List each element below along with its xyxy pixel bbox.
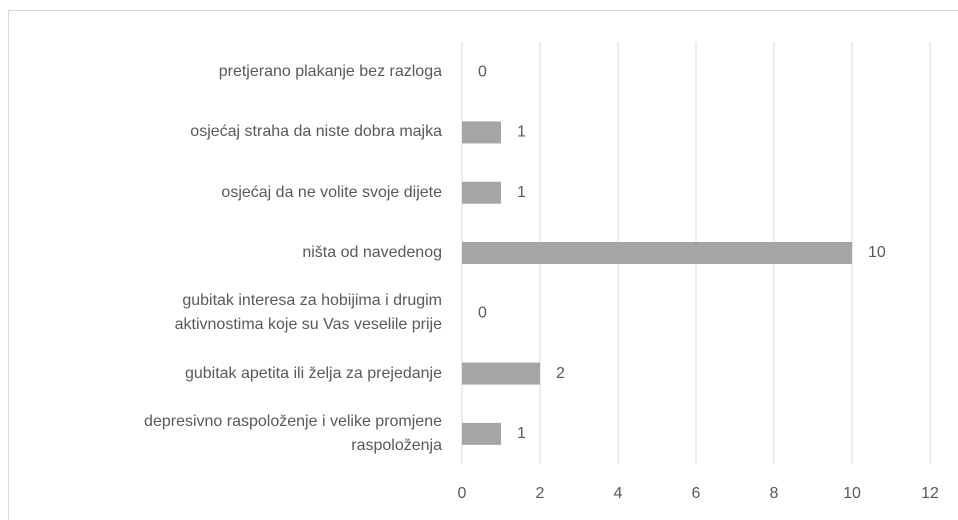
value-label: 1 bbox=[517, 184, 526, 201]
value-label: 2 bbox=[556, 365, 565, 382]
value-label: 0 bbox=[478, 63, 487, 80]
value-label: 0 bbox=[478, 305, 487, 322]
x-tick-label: 4 bbox=[614, 485, 623, 502]
x-tick-label: 10 bbox=[843, 485, 861, 502]
x-tick-label: 0 bbox=[458, 485, 467, 502]
y-tick-label: ništa od navedenog bbox=[302, 244, 442, 261]
y-tick-label: osjećaj straha da niste dobra majka bbox=[190, 123, 442, 141]
x-tick-label: 6 bbox=[692, 485, 701, 502]
chart-border bbox=[8, 10, 958, 520]
bar bbox=[462, 422, 501, 445]
y-tick-label: gubitak apetita ili želja za prejedanje bbox=[184, 364, 442, 382]
value-label: 1 bbox=[517, 124, 526, 141]
x-tick-label: 8 bbox=[770, 485, 779, 502]
value-label: 1 bbox=[517, 425, 526, 442]
x-tick-label: 2 bbox=[536, 485, 545, 502]
x-tick-label: 12 bbox=[921, 485, 939, 502]
bar bbox=[462, 242, 852, 264]
y-tick-label: pretjerano plakanje bez razloga bbox=[218, 63, 442, 81]
value-label: 10 bbox=[868, 244, 886, 261]
bar bbox=[462, 181, 501, 204]
y-tick-label: gubitak interesa za hobijima i drugim ak… bbox=[174, 292, 442, 334]
bar bbox=[462, 362, 540, 385]
y-tick-label: depresivno raspoloženje i velike promjen… bbox=[144, 412, 442, 454]
bar bbox=[462, 121, 501, 144]
y-tick-label: osjećaj da ne volite svoje dijete bbox=[221, 183, 442, 201]
